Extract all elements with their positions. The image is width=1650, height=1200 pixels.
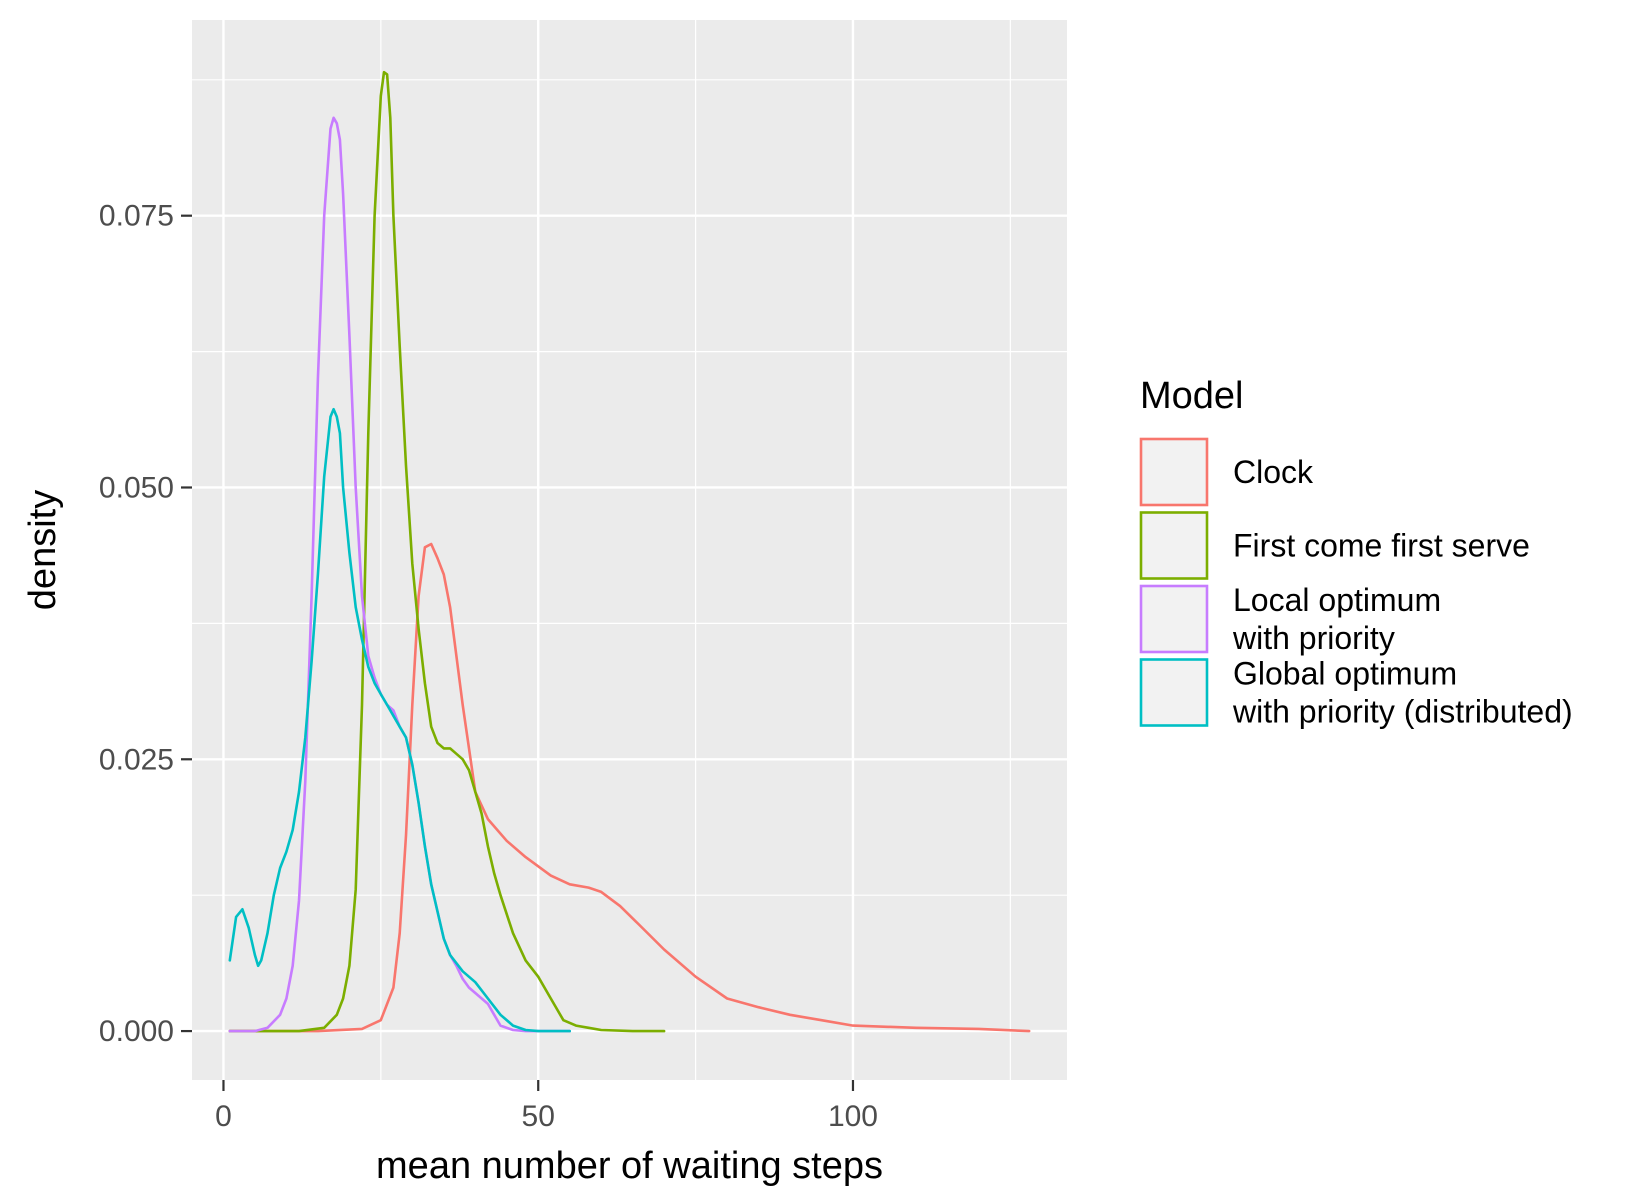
x-tick-label: 0 (215, 1100, 232, 1133)
panel-background (192, 20, 1067, 1080)
legend-label: Global optimum (1233, 656, 1457, 692)
legend-label: Local optimum (1233, 582, 1441, 618)
y-tick-label: 0.000 (99, 1015, 174, 1048)
legend-label: First come first serve (1233, 528, 1530, 564)
series-line-0 (228, 542, 1031, 1033)
legend-key (1139, 511, 1209, 580)
legend-title: Model (1140, 375, 1244, 417)
y-tick-label: 0.050 (99, 471, 174, 504)
series-line-1 (228, 70, 666, 1033)
legend-items: Clock First come first serve Local optimum… (1139, 437, 1573, 730)
series-lines (228, 70, 1031, 1033)
legend-key (1139, 658, 1209, 727)
legend-item: First come first serve (1139, 511, 1530, 580)
minor-gridlines (192, 20, 1067, 1080)
legend-label: with priority (1232, 620, 1395, 656)
x-axis-title: mean number of waiting steps (376, 1145, 883, 1187)
x-tick-label: 50 (522, 1100, 555, 1133)
legend-item: Clock (1139, 437, 1314, 507)
legend-key (1139, 437, 1209, 507)
y-tick-label: 0.025 (99, 743, 174, 776)
x-axis: 0 50 100 (215, 1080, 878, 1133)
legend-label: with priority (distributed) (1232, 694, 1573, 730)
y-tick-label: 0.075 (99, 200, 174, 233)
legend-label: Clock (1233, 454, 1314, 490)
legend-key (1139, 584, 1209, 654)
y-axis: 0.000 0.025 0.050 0.075 (99, 200, 192, 1048)
legend: Model Clock First come first serve Local o… (1139, 375, 1573, 730)
x-tick-label: 100 (828, 1100, 878, 1133)
y-axis-title: density (22, 490, 64, 610)
series-line-3 (228, 407, 572, 1033)
